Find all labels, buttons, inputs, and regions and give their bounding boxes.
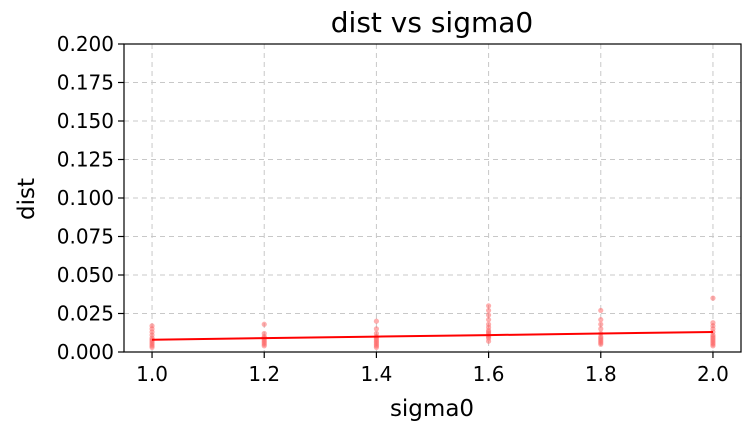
x-tick-label: 1.4 bbox=[361, 362, 393, 386]
y-tick-label: 0.150 bbox=[57, 109, 114, 133]
scatter-point bbox=[598, 321, 604, 327]
x-tick-label: 2.0 bbox=[697, 362, 729, 386]
scatter-point bbox=[485, 307, 492, 314]
scatter-point bbox=[598, 317, 604, 323]
x-tick-label: 1.2 bbox=[248, 362, 280, 386]
scatter-point bbox=[598, 326, 604, 332]
trend-line-series bbox=[151, 331, 714, 341]
y-tick-label: 0.050 bbox=[57, 263, 114, 287]
scatter-point bbox=[598, 341, 604, 347]
scatter-point bbox=[261, 343, 267, 349]
x-tick-label: 1.8 bbox=[585, 362, 617, 386]
chart-title: dist vs sigma0 bbox=[331, 6, 533, 39]
x-axis-ticks: 1.0 1.2 1.4 1.6 1.8 2.0 bbox=[136, 352, 729, 386]
scatter-point bbox=[598, 307, 604, 314]
scatter-point bbox=[485, 317, 492, 323]
scatter-point bbox=[710, 295, 716, 301]
x-axis-title: sigma0 bbox=[390, 396, 474, 422]
y-tick-label: 0.125 bbox=[57, 148, 114, 172]
scatter-point bbox=[373, 326, 380, 332]
scatter-point bbox=[485, 303, 492, 309]
y-axis-title: dist bbox=[14, 178, 40, 220]
x-tick-label: 1.6 bbox=[473, 362, 505, 386]
y-tick-label: 0.100 bbox=[57, 186, 114, 210]
scatter-point bbox=[710, 343, 716, 349]
scatter-point bbox=[485, 312, 492, 318]
trend-line bbox=[151, 331, 714, 341]
y-axis-ticks: 0.000 0.025 0.050 0.075 0.100 0.125 0.150 0.175… bbox=[57, 32, 124, 364]
y-tick-label: 0.200 bbox=[57, 32, 114, 56]
x-tick-label: 1.0 bbox=[136, 362, 168, 386]
y-tick-label: 0.075 bbox=[57, 225, 114, 249]
y-tick-label: 0.025 bbox=[57, 302, 114, 326]
scatter-point bbox=[485, 338, 492, 344]
y-tick-label: 0.175 bbox=[57, 71, 114, 95]
scatter-point bbox=[373, 344, 380, 350]
grid bbox=[124, 43, 741, 353]
y-tick-label: 0.000 bbox=[57, 340, 114, 364]
scatter-point bbox=[149, 344, 155, 350]
scatter-point bbox=[373, 318, 380, 324]
scatter-point bbox=[261, 321, 267, 327]
